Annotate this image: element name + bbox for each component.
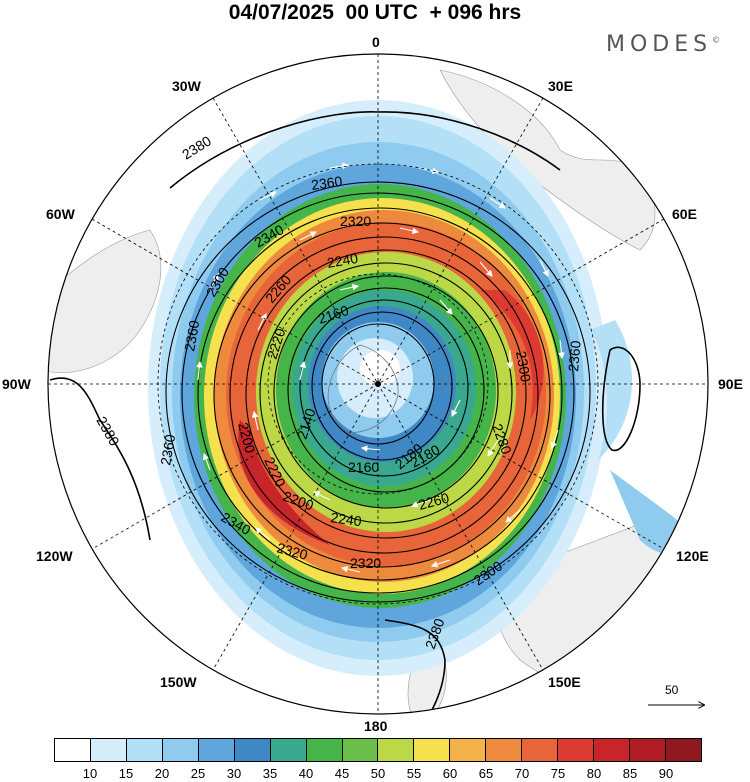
colorbar-cell xyxy=(306,739,343,761)
colorbar-cell xyxy=(414,739,451,761)
colorbar-cell xyxy=(234,739,271,761)
contour-label: 2240 xyxy=(330,509,363,529)
colorbar-tick-label: 20 xyxy=(154,766,170,781)
contour-label: 2260 xyxy=(417,489,451,513)
colorbar-cell xyxy=(630,739,666,761)
colorbar-tick-label: 25 xyxy=(190,766,206,781)
lon-label-180: 180 xyxy=(364,718,388,734)
contour-label: 2360 xyxy=(157,433,178,467)
lon-label-120e: 120E xyxy=(676,548,709,564)
land-south-america xyxy=(48,229,162,373)
colorbar-ticks: 10 15 20 25 30 35 40 45 50 55 60 65 70 75 80 85 90 xyxy=(54,766,702,782)
colorbar-tick-label: 15 xyxy=(118,766,134,781)
colorbar-cell xyxy=(90,739,127,761)
colorbar-tick-label: 35 xyxy=(262,766,278,781)
colorbar-tick-label: 85 xyxy=(622,766,638,781)
colorbar-cell xyxy=(270,739,307,761)
contour-label: 2360 xyxy=(565,340,584,373)
contour-label: 2240 xyxy=(326,250,360,271)
colorbar-tick-label: 40 xyxy=(298,766,314,781)
map-boundary xyxy=(47,53,709,715)
lon-label-0: 0 xyxy=(372,34,380,50)
colorbar-cell xyxy=(162,739,199,761)
map-field xyxy=(48,54,708,714)
colorbar-cell xyxy=(522,739,559,761)
contour-label: 2320 xyxy=(350,555,381,571)
lon-label-150e: 150E xyxy=(548,674,581,690)
colorbar-tick-label: 50 xyxy=(370,766,386,781)
contour-label: 2300 xyxy=(513,350,534,384)
colorbar-cell xyxy=(198,739,235,761)
colorbar-tick-label: 45 xyxy=(334,766,350,781)
contour-label: 2320 xyxy=(275,539,309,563)
colorbar-cell xyxy=(558,739,595,761)
contour-label: 2160 xyxy=(348,459,379,475)
brand-name: MODES xyxy=(606,32,713,57)
wind-speed-fill xyxy=(148,100,700,676)
lon-label-60e: 60E xyxy=(672,206,697,222)
colorbar-tick-label: 10 xyxy=(82,766,98,781)
colorbar-cell xyxy=(665,739,701,761)
brand-mark: © xyxy=(712,35,721,45)
colorbar-tick-label: 80 xyxy=(586,766,602,781)
contour-label: 2360 xyxy=(181,319,202,353)
lon-label-90e: 90E xyxy=(718,376,743,392)
colorbar-tick-label: 60 xyxy=(442,766,458,781)
colorbar-cell xyxy=(594,739,630,761)
colorbar-tick-label: 55 xyxy=(406,766,422,781)
lon-label-30e: 30E xyxy=(548,78,573,94)
colorbar-tick-label: 90 xyxy=(658,766,674,781)
colorbar-cell xyxy=(378,739,415,761)
land-antarctica xyxy=(327,344,399,433)
map-title: 04/07/2025 00 UTC + 096 hrs xyxy=(228,1,522,24)
lon-label-60w: 60W xyxy=(46,206,75,222)
contour-label: 2360 xyxy=(310,173,343,193)
colorbar-cell xyxy=(126,739,163,761)
colorbar-tick-label: 65 xyxy=(478,766,494,781)
contour-label: 2200 xyxy=(235,421,259,455)
colorbar-cell xyxy=(486,739,523,761)
reference-vector-label: 50 xyxy=(665,683,679,697)
lon-label-30w: 30W xyxy=(172,78,201,94)
colorbar xyxy=(54,738,702,762)
lon-label-150w: 150W xyxy=(160,674,197,690)
colorbar-tick-label: 70 xyxy=(514,766,530,781)
lon-label-90w: 90W xyxy=(2,376,31,392)
colorbar-tick-label: 30 xyxy=(226,766,242,781)
lon-label-120w: 120W xyxy=(36,548,73,564)
colorbar-cell xyxy=(342,739,379,761)
brand-logo: MODES© xyxy=(606,32,720,57)
colorbar-cell xyxy=(450,739,487,761)
colorbar-cell xyxy=(55,739,91,761)
contour-label: 2320 xyxy=(340,213,371,229)
colorbar-tick-label: 75 xyxy=(550,766,566,781)
south-pole-marker xyxy=(375,381,381,387)
contour-labels: 2380 2360 2340 2320 2300 2280 2260 2240 … xyxy=(93,132,583,651)
